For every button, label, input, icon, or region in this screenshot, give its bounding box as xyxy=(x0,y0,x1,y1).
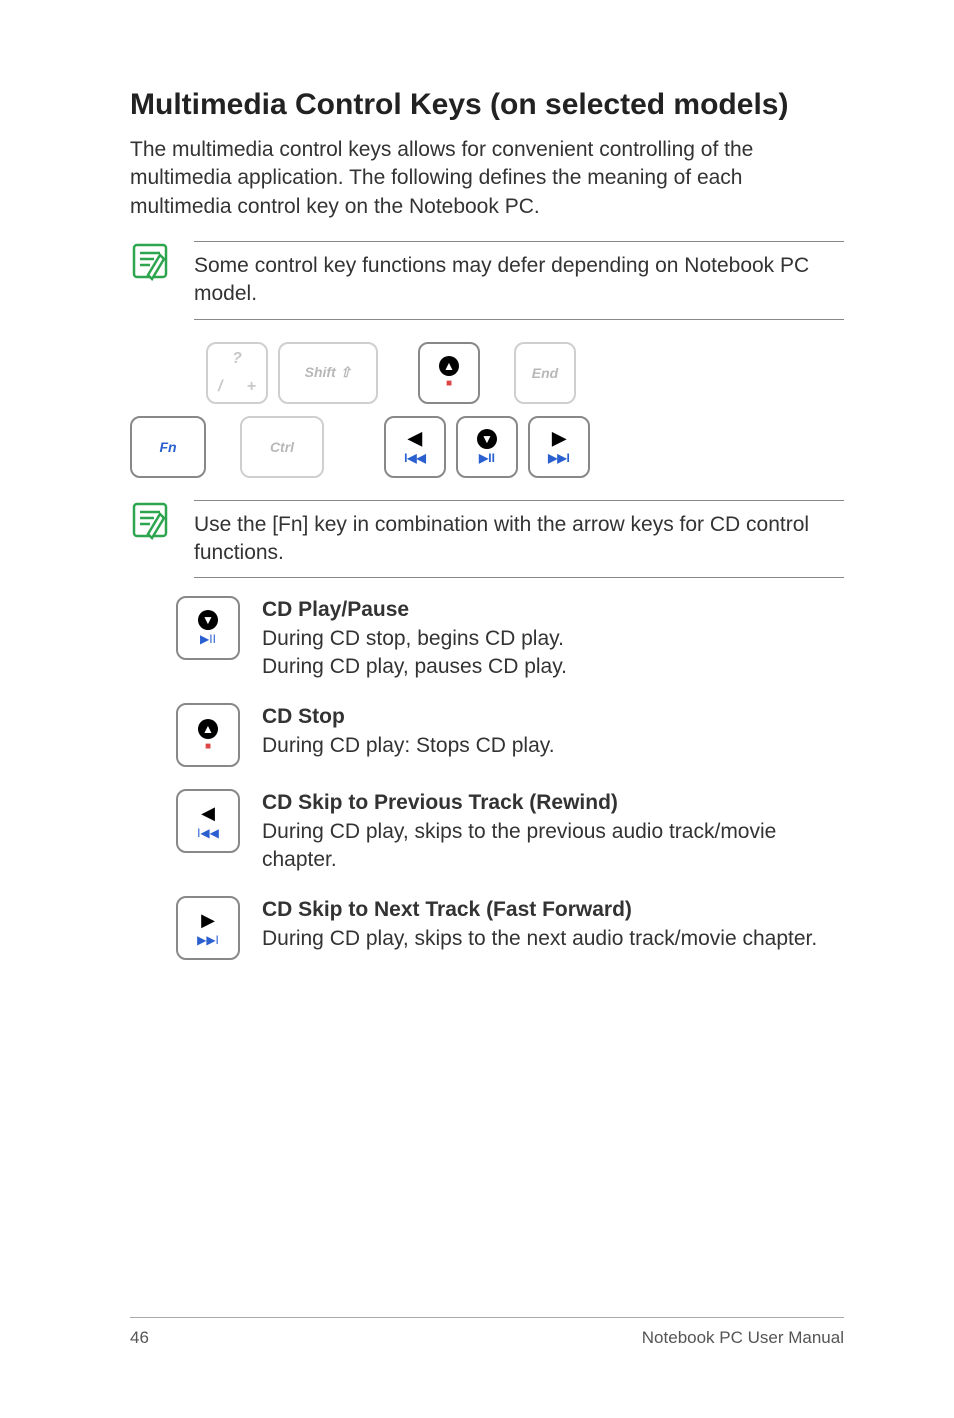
note-icon xyxy=(130,500,170,545)
page-footer: 46 Notebook PC User Manual xyxy=(0,1317,954,1348)
key-right: ▶ ▶▶I xyxy=(528,416,590,478)
down-arrow-icon: ▼ xyxy=(477,429,497,449)
up-arrow-icon: ▲ xyxy=(439,356,459,376)
manual-name: Notebook PC User Manual xyxy=(642,1328,844,1348)
up-arrow-icon: ▲ xyxy=(198,719,218,739)
next-track-icon: ▶▶I xyxy=(548,451,570,465)
def-line: During CD play, skips to the next audio … xyxy=(262,925,844,953)
key-fn: Fn xyxy=(130,416,206,478)
stop-icon: ■ xyxy=(446,378,452,389)
def-title: CD Play/Pause xyxy=(262,596,844,624)
def-line: During CD play, pauses CD play. xyxy=(262,653,844,681)
down-arrow-icon: ▼ xyxy=(198,610,218,630)
def-stop: ▲ ■ CD Stop During CD play: Stops CD pla… xyxy=(176,703,844,767)
play-pause-icon: ▶II xyxy=(200,632,216,646)
note-text: Use the [Fn] key in combination with the… xyxy=(194,500,844,579)
page-number: 46 xyxy=(130,1328,149,1348)
def-line: During CD stop, begins CD play. xyxy=(262,625,844,653)
def-line: During CD play: Stops CD play. xyxy=(262,732,844,760)
note-text: Some control key functions may defer dep… xyxy=(194,241,844,320)
right-arrow-icon: ▶ xyxy=(201,910,215,931)
left-arrow-icon: ◀ xyxy=(201,803,215,824)
def-key-next: ▶ ▶▶I xyxy=(176,896,240,960)
key-down: ▼ ▶II xyxy=(456,416,518,478)
section-title: Multimedia Control Keys (on selected mod… xyxy=(130,88,844,122)
def-prev: ◀ I◀◀ CD Skip to Previous Track (Rewind)… xyxy=(176,789,844,874)
play-pause-icon: ▶II xyxy=(479,451,495,465)
prev-track-icon: I◀◀ xyxy=(404,451,426,465)
key-shift: Shift ⇧ xyxy=(278,342,378,404)
key-up: ▲ ■ xyxy=(418,342,480,404)
note-row-2: Use the [Fn] key in combination with the… xyxy=(130,500,844,579)
right-arrow-icon: ▶ xyxy=(552,428,566,449)
def-key-stop: ▲ ■ xyxy=(176,703,240,767)
keyboard-diagram: ? / + Shift ⇧ ▲ ■ End Fn Ctrl xyxy=(130,342,844,478)
next-track-icon: ▶▶I xyxy=(197,933,219,947)
intro-paragraph: The multimedia control keys allows for c… xyxy=(130,136,844,221)
left-arrow-icon: ◀ xyxy=(408,428,422,449)
def-key-playpause: ▼ ▶II xyxy=(176,596,240,660)
def-next: ▶ ▶▶I CD Skip to Next Track (Fast Forwar… xyxy=(176,896,844,960)
def-title: CD Skip to Previous Track (Rewind) xyxy=(262,789,844,817)
key-left: ◀ I◀◀ xyxy=(384,416,446,478)
key-slash: ? / + xyxy=(206,342,268,404)
def-key-prev: ◀ I◀◀ xyxy=(176,789,240,853)
stop-icon: ■ xyxy=(205,741,211,752)
key-end: End xyxy=(514,342,576,404)
prev-track-icon: I◀◀ xyxy=(197,826,219,840)
note-row-1: Some control key functions may defer dep… xyxy=(130,241,844,320)
def-line: During CD play, skips to the previous au… xyxy=(262,818,844,875)
def-title: CD Skip to Next Track (Fast Forward) xyxy=(262,896,844,924)
def-playpause: ▼ ▶II CD Play/Pause During CD stop, begi… xyxy=(176,596,844,681)
key-ctrl: Ctrl xyxy=(240,416,324,478)
def-title: CD Stop xyxy=(262,703,844,731)
note-icon xyxy=(130,241,170,286)
